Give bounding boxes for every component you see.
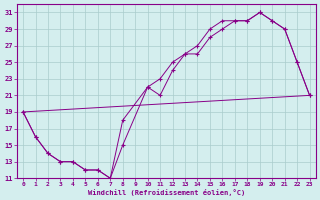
X-axis label: Windchill (Refroidissement éolien,°C): Windchill (Refroidissement éolien,°C)	[88, 189, 245, 196]
